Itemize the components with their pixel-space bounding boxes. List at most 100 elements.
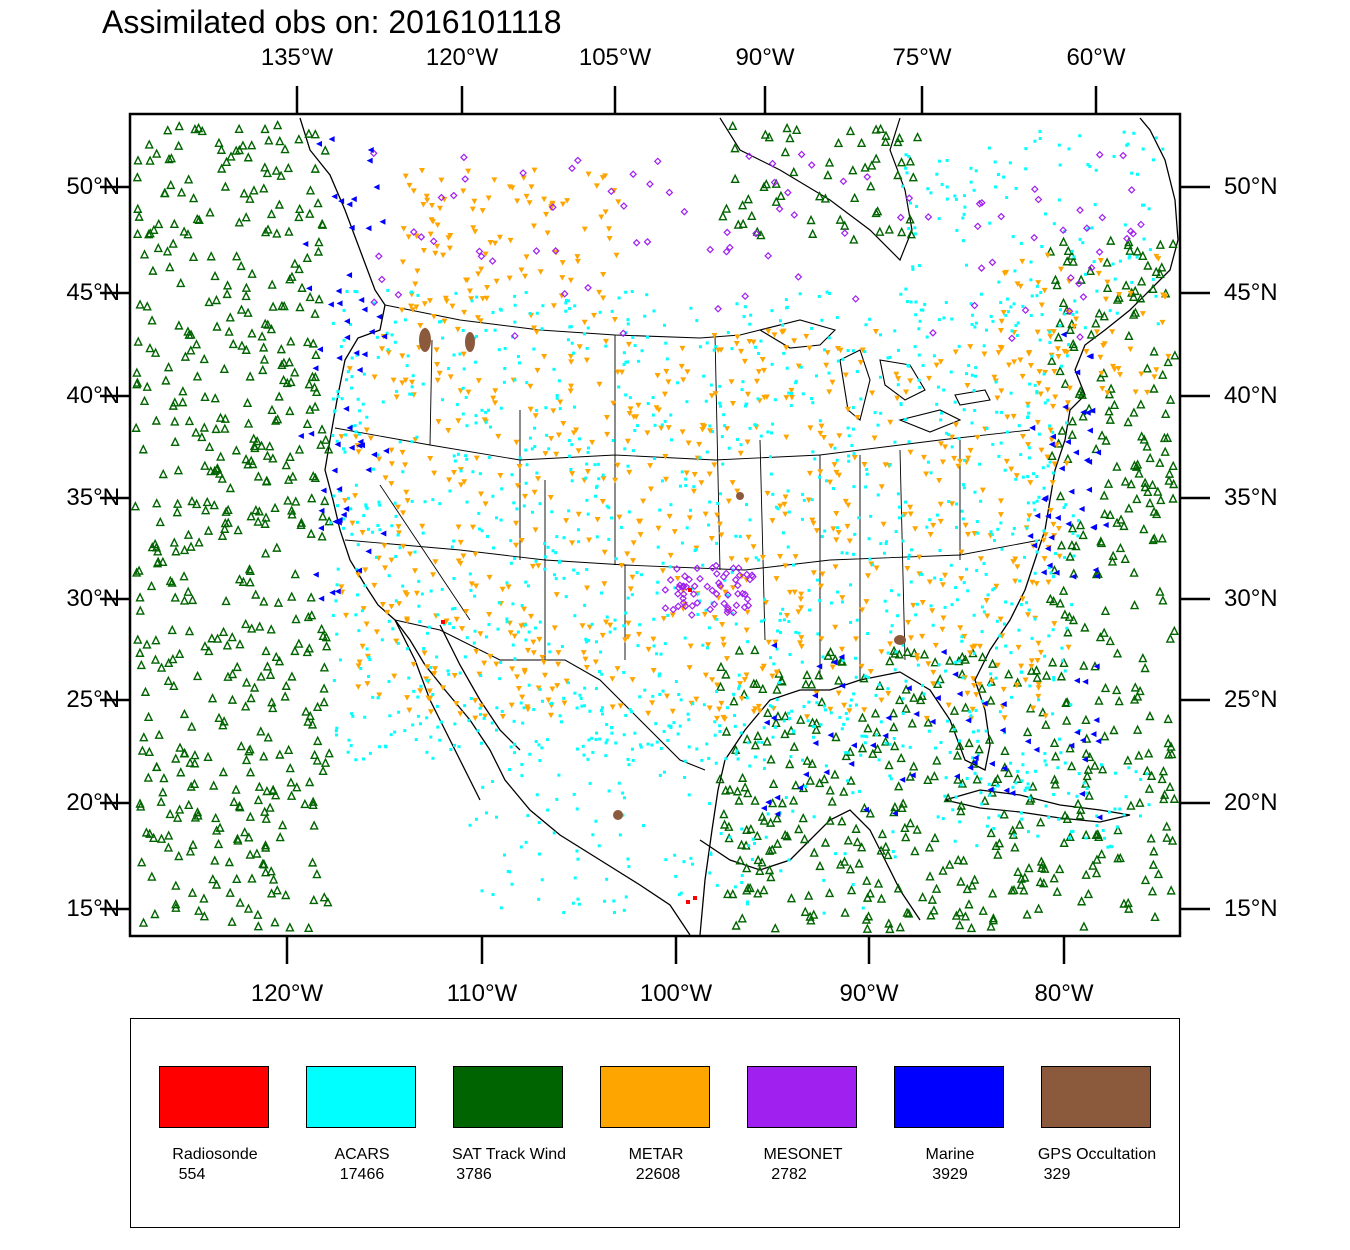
- acars-marker: [863, 734, 867, 738]
- acars-marker: [447, 672, 451, 676]
- sat-track-wind-marker: [1047, 355, 1057, 365]
- sat-track-wind-marker: [718, 211, 728, 221]
- acars-marker: [941, 817, 945, 821]
- metar-marker: [509, 185, 516, 191]
- acars-marker: [638, 623, 642, 627]
- sat-track-wind-marker: [322, 641, 332, 651]
- acars-marker: [715, 883, 719, 887]
- sat-track-wind-marker: [919, 649, 930, 659]
- acars-marker: [794, 381, 798, 385]
- acars-marker: [572, 405, 576, 409]
- acars-marker: [1026, 404, 1030, 408]
- sat-track-wind-marker: [729, 696, 739, 706]
- acars-marker: [754, 345, 758, 349]
- acars-marker: [929, 604, 933, 608]
- right-tick-label: 15°N: [1224, 895, 1278, 922]
- sat-track-wind-marker: [762, 736, 772, 746]
- sat-track-wind-marker: [171, 880, 181, 890]
- acars-marker: [807, 588, 811, 592]
- sat-track-wind-marker: [300, 798, 310, 809]
- sat-track-wind-marker: [179, 708, 190, 719]
- sat-track-wind-marker: [206, 251, 216, 261]
- acars-marker: [1088, 164, 1092, 168]
- acars-marker: [760, 619, 764, 623]
- metar-marker: [967, 344, 974, 350]
- legend-count: 3929: [932, 1166, 968, 1183]
- metar-marker: [473, 649, 480, 655]
- sat-track-wind-marker: [923, 717, 933, 727]
- acars-marker: [568, 307, 572, 311]
- sat-track-wind-marker: [1109, 399, 1120, 410]
- acars-marker: [1020, 817, 1024, 821]
- sat-track-wind-marker: [259, 859, 269, 869]
- metar-marker: [428, 202, 435, 209]
- acars-marker: [484, 811, 488, 815]
- metar-marker: [1132, 389, 1139, 396]
- sat-track-wind-marker: [923, 774, 933, 785]
- acars-marker: [628, 396, 632, 400]
- metar-marker: [707, 428, 714, 434]
- acars-marker: [436, 725, 440, 729]
- acars-marker: [505, 620, 509, 624]
- acars-marker: [464, 454, 468, 458]
- metar-marker: [782, 511, 789, 518]
- metar-marker: [400, 510, 407, 516]
- acars-marker: [586, 512, 590, 516]
- sat-track-wind-marker: [187, 594, 198, 605]
- mesonet-marker: [477, 252, 486, 261]
- mesonet-marker: [673, 565, 681, 573]
- metar-marker: [583, 665, 590, 671]
- acars-marker: [623, 447, 627, 451]
- metar-marker: [1109, 329, 1116, 335]
- sat-track-wind-marker: [800, 906, 810, 916]
- acars-marker: [524, 291, 528, 295]
- acars-marker: [832, 487, 836, 491]
- metar-marker: [555, 432, 562, 439]
- metar-marker: [746, 339, 753, 345]
- acars-marker: [586, 326, 590, 330]
- acars-marker: [492, 546, 496, 550]
- acars-marker: [996, 173, 1000, 177]
- acars-marker: [1069, 703, 1073, 707]
- sat-track-wind-marker: [314, 237, 324, 247]
- acars-marker: [638, 695, 642, 699]
- sat-track-wind-marker: [252, 435, 262, 446]
- acars-marker: [992, 587, 996, 591]
- acars-marker: [947, 433, 951, 437]
- acars-marker: [743, 404, 747, 408]
- sat-track-wind-marker: [286, 777, 296, 787]
- sat-track-wind-marker: [1039, 878, 1049, 888]
- sat-track-wind-marker: [1140, 874, 1151, 885]
- acars-marker: [812, 725, 816, 729]
- sat-track-wind-marker: [140, 686, 151, 696]
- metar-marker: [482, 713, 489, 720]
- mesonet-marker: [722, 569, 731, 578]
- acars-marker: [465, 424, 469, 428]
- sat-track-wind-marker: [791, 780, 801, 790]
- acars-marker: [389, 733, 393, 737]
- sat-track-wind-marker: [185, 757, 195, 767]
- acars-marker: [707, 523, 711, 527]
- coastline: [299, 117, 1179, 935]
- metar-marker: [940, 615, 947, 621]
- acars-marker: [527, 683, 531, 687]
- acars-marker: [357, 432, 361, 436]
- sat-track-wind-marker: [162, 246, 173, 256]
- sat-track-wind-marker: [192, 371, 203, 381]
- acars-marker: [911, 265, 915, 269]
- acars-marker: [651, 694, 655, 698]
- acars-marker: [784, 298, 788, 302]
- acars-marker: [528, 752, 532, 756]
- acars-marker: [479, 741, 483, 745]
- metar-marker: [842, 372, 849, 379]
- marine-marker: [1086, 427, 1093, 434]
- acars-marker: [915, 602, 919, 606]
- metar-marker: [600, 475, 607, 482]
- sat-track-wind-marker: [233, 524, 243, 535]
- acars-marker: [757, 351, 761, 355]
- metar-marker: [708, 393, 715, 399]
- sat-track-wind-marker: [163, 125, 173, 135]
- sat-track-wind-marker: [245, 565, 255, 575]
- acars-marker: [605, 504, 609, 508]
- acars-marker: [658, 508, 662, 512]
